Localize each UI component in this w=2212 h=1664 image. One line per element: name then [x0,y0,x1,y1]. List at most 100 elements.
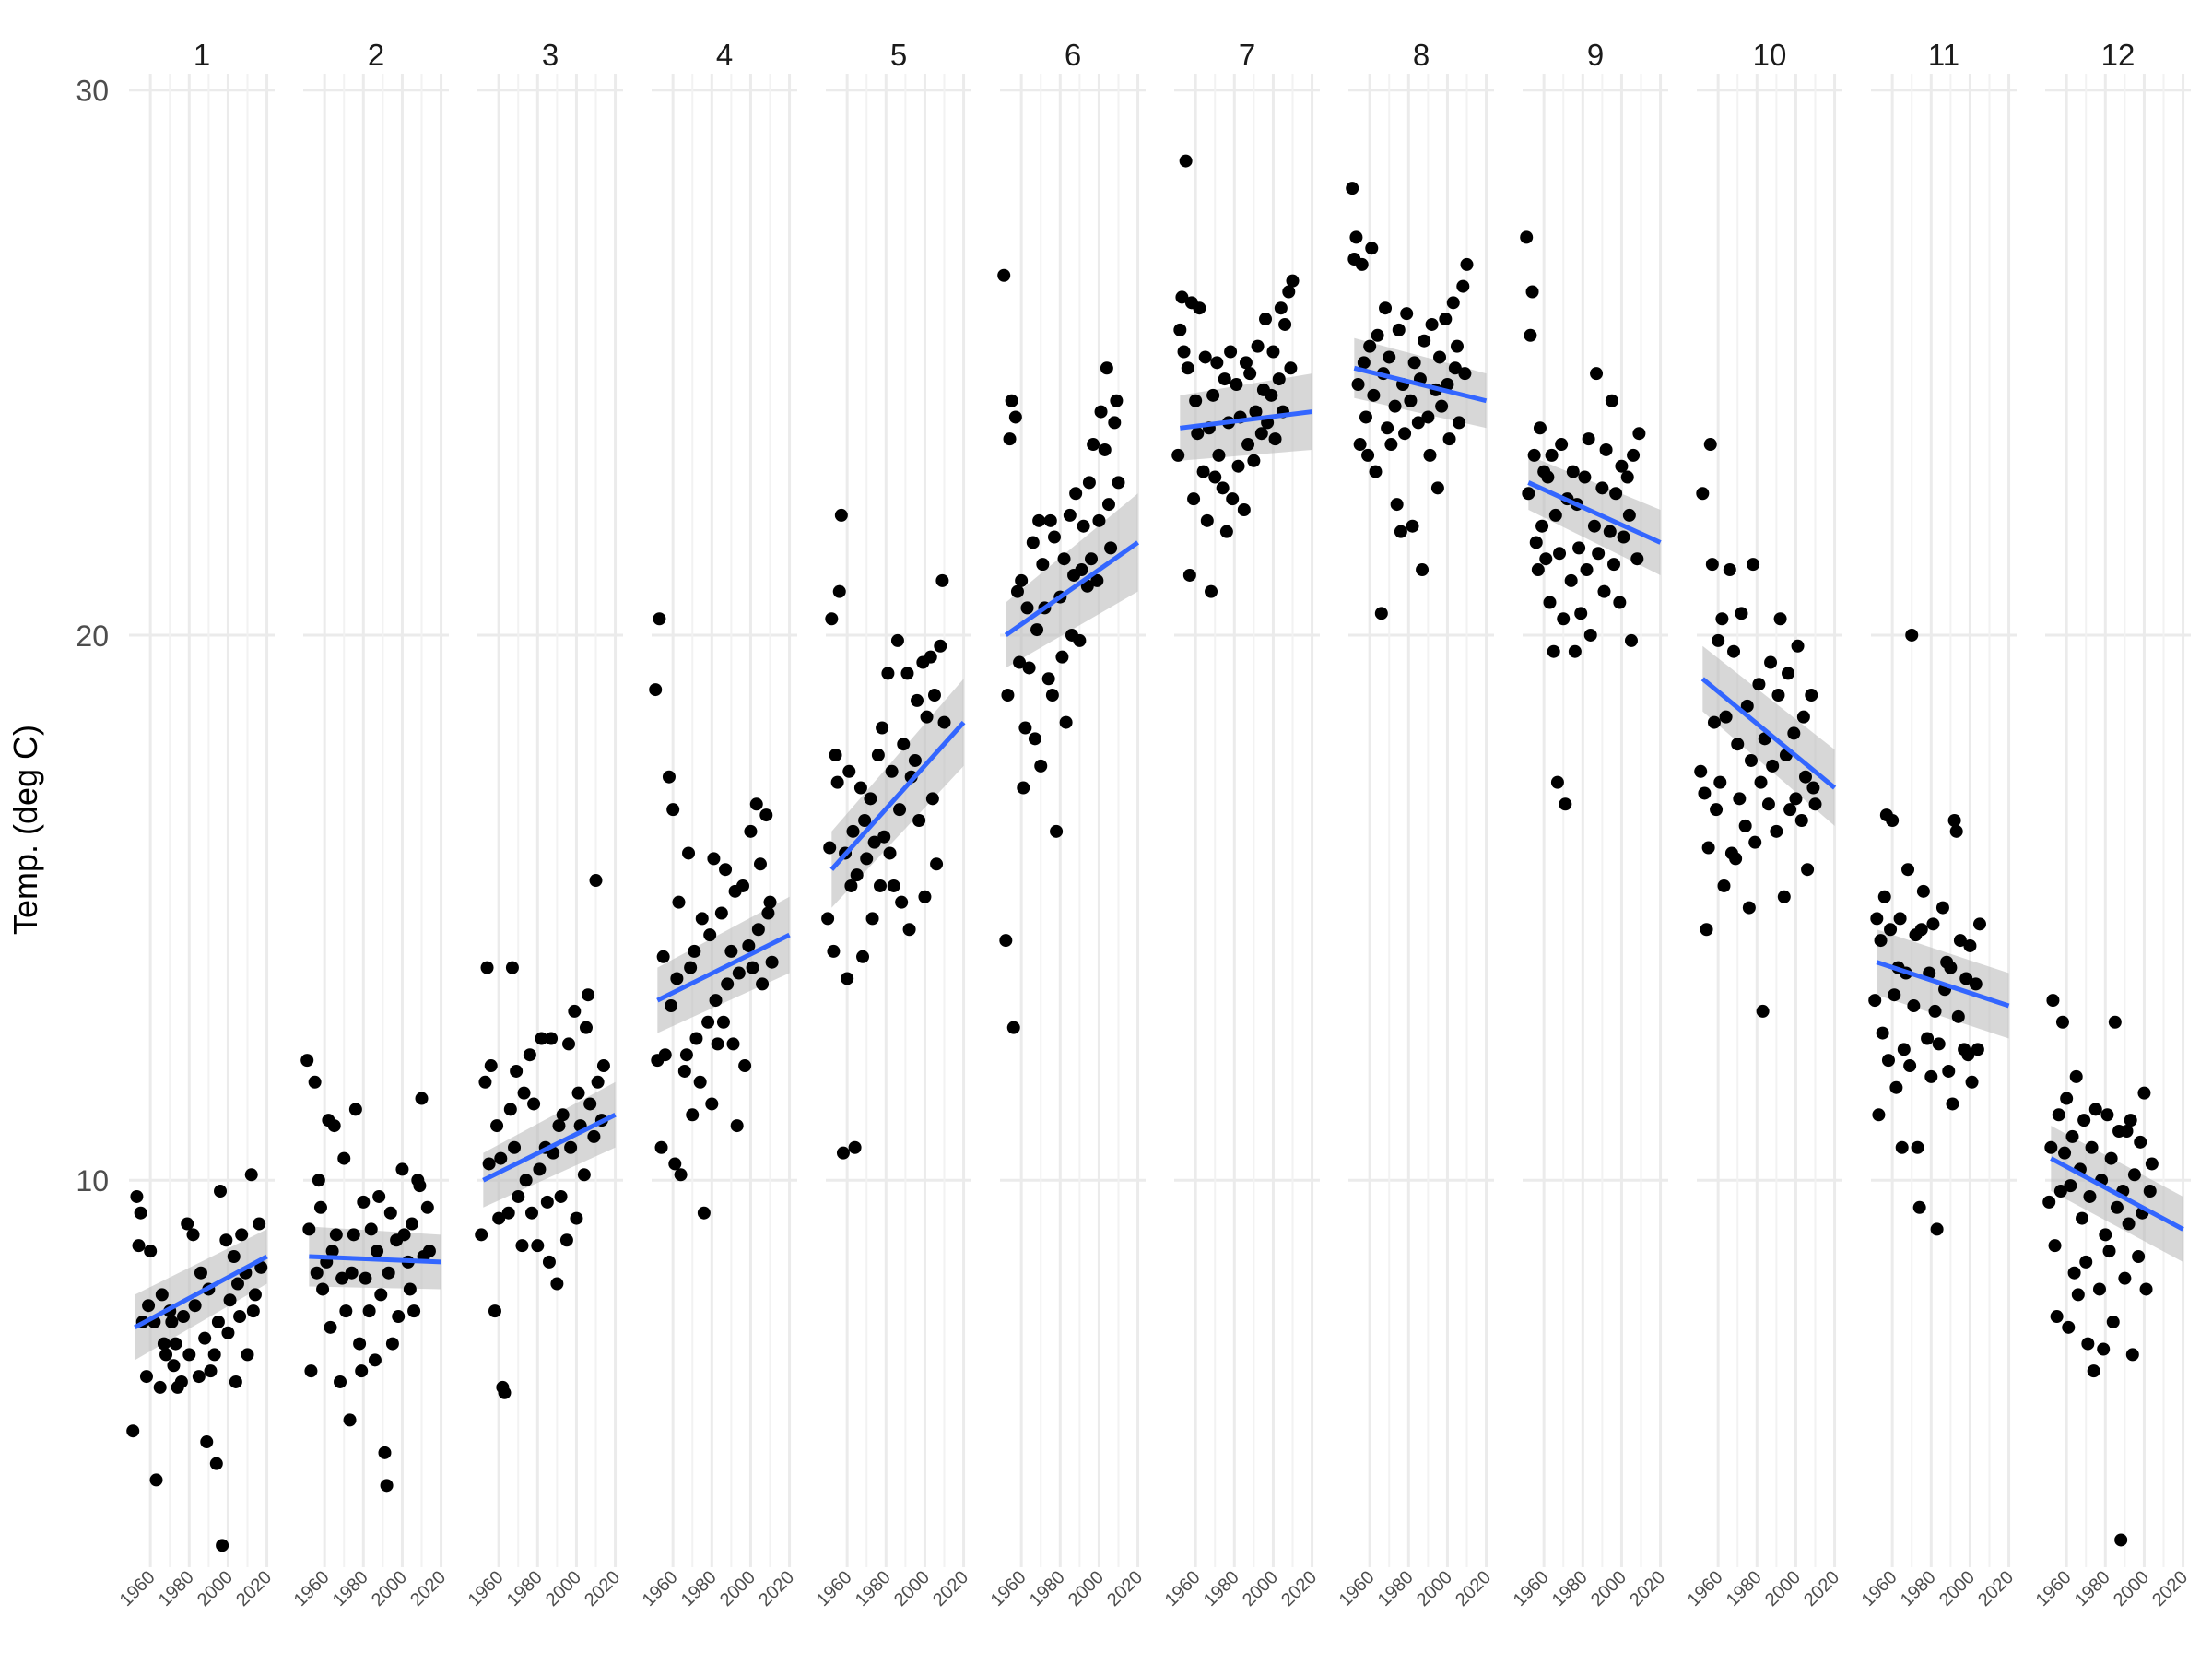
facet-label: 12 [2101,38,2136,72]
data-point [1388,399,1402,413]
data-point [1057,552,1071,566]
facet-label: 2 [368,38,384,72]
data-point [658,1048,672,1062]
data-point [1392,323,1406,336]
data-point [1924,1069,1938,1083]
data-point [508,1140,522,1154]
data-point [545,1032,559,1045]
data-point [1783,803,1797,817]
data-point [1182,568,1196,582]
data-point [2079,1255,2093,1269]
trend-line [1876,960,2010,1009]
data-point [371,1245,384,1258]
data-point [1971,1043,1984,1056]
data-point [848,1140,862,1154]
data-point [517,1086,531,1100]
data-point [587,1129,601,1143]
trend-line [656,932,791,1003]
data-point [233,1310,247,1324]
data-point [871,749,885,762]
data-point [709,994,723,1008]
data-point [1359,410,1372,424]
data-point [1766,759,1780,773]
data-point [1251,339,1265,353]
trend-line [2050,1156,2184,1232]
data-point [1555,438,1569,452]
data-point [2064,1179,2077,1193]
data-point [209,1457,223,1470]
data-point [531,1239,545,1253]
data-point [1001,689,1015,702]
data-point [1520,230,1534,244]
data-point [677,1064,691,1078]
data-point [738,1059,752,1073]
data-point [1735,607,1748,620]
data-point [1371,328,1384,342]
data-point [1224,345,1238,359]
data-point [2060,1092,2074,1105]
data-point [1028,732,1041,746]
data-point [1901,863,1915,877]
data-point [395,1162,409,1176]
data-point [1543,596,1557,609]
data-point [1394,525,1407,538]
data-point [1208,470,1222,484]
data-point [413,1179,427,1193]
data-point [2102,1245,2116,1258]
data-point [1916,884,1930,898]
data-point [403,1282,417,1296]
data-point [765,955,779,969]
data-point [329,1228,343,1242]
data-point [689,1032,703,1045]
data-point [200,1435,214,1449]
data-point [241,1348,254,1362]
trend-line [482,1113,617,1183]
data-point [2097,1342,2111,1356]
data-point [1047,530,1061,544]
facet-label: 9 [1587,38,1604,72]
data-point [1717,879,1731,892]
data-point [1564,573,1578,587]
y-tick-label: 30 [76,75,109,108]
data-point [1756,1004,1770,1018]
data-point [1400,307,1414,321]
data-point [475,1228,488,1242]
data-point [1761,797,1775,811]
data-point [490,1119,504,1133]
data-point [2134,1135,2147,1149]
data-point [761,906,775,920]
data-point [1008,410,1022,424]
data-point [198,1331,212,1345]
data-point [1416,563,1430,577]
data-point [230,1277,244,1291]
data-point [1181,361,1194,375]
data-point [157,1337,171,1351]
data-point [397,1228,411,1242]
data-point [1087,438,1100,452]
data-point [221,1326,235,1339]
data-point [1196,465,1210,478]
data-point [2083,1189,2097,1203]
data-point [1587,519,1601,533]
data-point [337,1151,351,1165]
data-point [345,1266,359,1280]
data-point [1731,738,1745,751]
data-point [182,1348,196,1362]
data-point [1789,792,1803,806]
data-point [1425,317,1439,331]
data-point [2087,1364,2100,1378]
data-point [1059,715,1073,729]
data-point [697,1206,711,1220]
data-point [1747,558,1760,572]
data-point [2145,1157,2159,1171]
data-point [253,1217,266,1231]
data-point [1752,678,1766,691]
data-point [325,1245,339,1258]
data-point [1100,361,1113,375]
trend-line [830,720,966,871]
data-point [407,1304,421,1318]
data-point [1926,917,1940,931]
data-point [1527,448,1541,462]
data-point [2085,1140,2099,1154]
data-point [1453,416,1466,430]
